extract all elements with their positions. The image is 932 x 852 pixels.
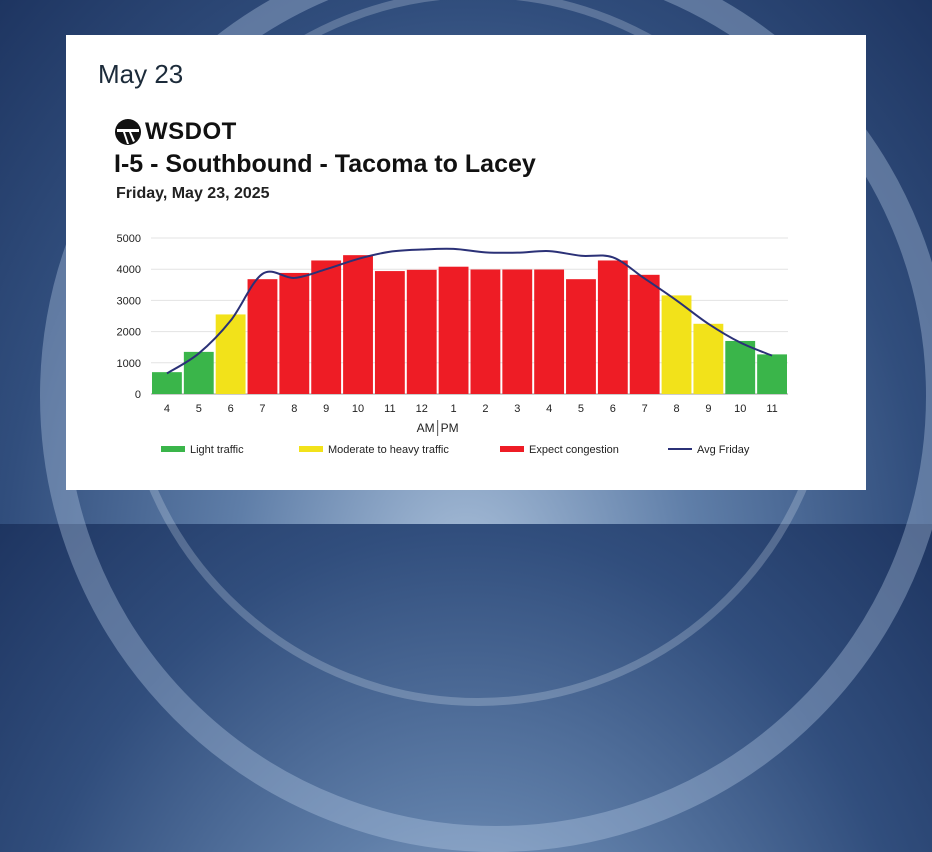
x-tick-label: 7 — [642, 403, 648, 415]
bar-18 — [725, 340, 756, 394]
am-label: AM — [417, 421, 435, 435]
y-tick-label: 4000 — [117, 264, 141, 276]
bar-5 — [311, 260, 342, 394]
bar-11 — [502, 269, 533, 394]
legend-label-moderate: Moderate to heavy traffic — [328, 444, 449, 456]
legend-swatch-congestion — [500, 446, 524, 452]
bar-4 — [279, 272, 310, 394]
x-tick-label: 1 — [451, 403, 457, 415]
bar-19 — [757, 354, 787, 394]
y-tick-label: 2000 — [117, 327, 141, 339]
bar-7 — [374, 271, 405, 394]
bar-10 — [470, 269, 501, 394]
chart-title: I-5 - Southbound - Tacoma to Lacey — [114, 150, 536, 178]
x-tick-label: 11 — [766, 403, 777, 415]
bar-9 — [438, 266, 469, 394]
x-tick-label: 5 — [578, 403, 584, 415]
date-heading: May 23 — [98, 59, 184, 89]
x-tick-label: 6 — [610, 403, 616, 415]
x-tick-label: 12 — [416, 403, 428, 415]
y-tick-label: 3000 — [117, 295, 141, 307]
x-tick-label: 10 — [734, 403, 746, 415]
bar-1 — [183, 351, 214, 394]
chart-card: May 23 WSDOT I-5 - Southbound - Tacoma t… — [66, 35, 866, 490]
bar-8 — [406, 269, 437, 394]
y-tick-label: 5000 — [117, 233, 141, 245]
legend-label-congestion: Expect congestion — [529, 444, 619, 456]
x-tick-label: 8 — [673, 403, 679, 415]
x-tick-label: 2 — [482, 403, 488, 415]
x-tick-label: 10 — [352, 403, 364, 415]
x-tick-label: 9 — [323, 403, 329, 415]
bar-13 — [566, 279, 596, 394]
bar-16 — [661, 295, 692, 394]
x-tick-label: 3 — [514, 403, 520, 415]
x-tick-label: 6 — [228, 403, 234, 415]
avg-friday-line — [166, 247, 773, 375]
x-tick-label: 8 — [291, 403, 297, 415]
legend-swatch-light — [161, 446, 185, 452]
bar-12 — [534, 269, 565, 394]
legend-label-light: Light traffic — [190, 444, 244, 456]
legend-label-avg: Avg Friday — [697, 444, 750, 456]
bar-6 — [343, 255, 373, 394]
chart-subtitle: Friday, May 23, 2025 — [116, 185, 270, 202]
wsdot-logo-icon — [115, 119, 141, 145]
x-tick-label: 7 — [259, 403, 265, 415]
wsdot-logo: WSDOT — [114, 117, 237, 147]
pm-label: PM — [441, 421, 459, 435]
bar-2 — [215, 314, 246, 394]
bar-17 — [693, 323, 724, 394]
bar-14 — [597, 260, 628, 394]
legend-swatch-moderate — [299, 446, 323, 452]
wsdot-logo-text: WSDOT — [145, 118, 237, 145]
y-tick-label: 1000 — [117, 358, 141, 370]
x-tick-label: 5 — [196, 403, 202, 415]
bar-3 — [247, 279, 278, 394]
bar-0 — [152, 372, 182, 394]
y-tick-label: 0 — [135, 389, 141, 401]
x-tick-label: 4 — [546, 403, 552, 415]
x-tick-label: 4 — [164, 403, 170, 415]
bar-15 — [629, 274, 660, 394]
x-tick-label: 9 — [705, 403, 711, 415]
x-tick-label: 11 — [384, 403, 395, 415]
